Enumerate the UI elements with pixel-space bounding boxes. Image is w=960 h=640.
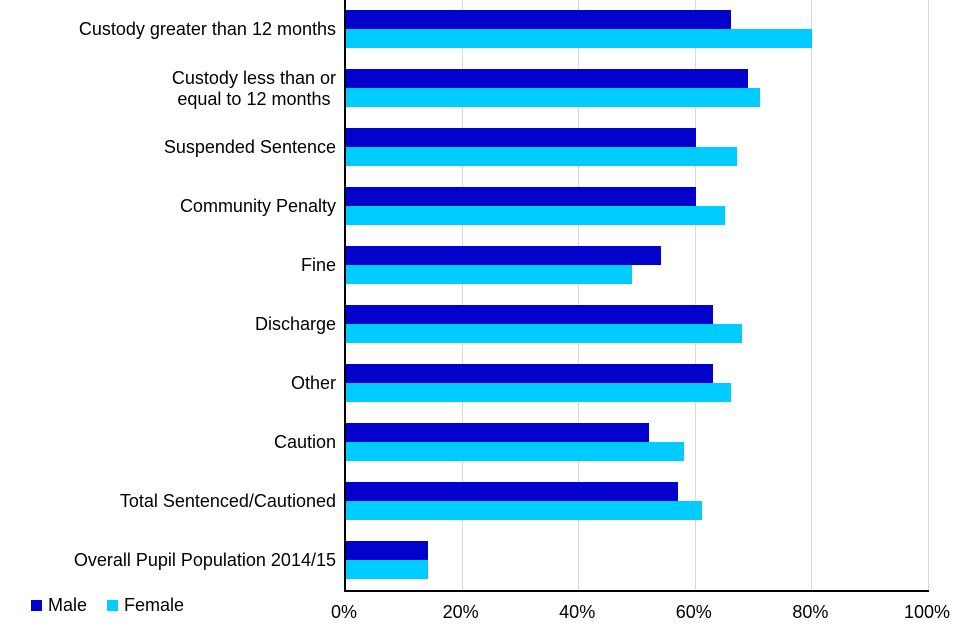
category-label-text: Fine xyxy=(300,255,336,275)
bar-group xyxy=(346,0,929,59)
category-label: Overall Pupil Population 2014/15 xyxy=(0,531,336,590)
category-label: Suspended Sentence xyxy=(0,118,336,177)
bar-female xyxy=(346,265,632,284)
bar-male xyxy=(346,10,731,29)
bar-group xyxy=(346,354,929,413)
category-axis: Custody greater than 12 months Custody le… xyxy=(0,0,336,590)
gridline xyxy=(461,0,463,590)
x-axis: 0% 20% 40% 60% 80% 100% xyxy=(331,602,950,626)
bar-male xyxy=(346,482,679,501)
bar-male xyxy=(346,423,650,442)
bar-group xyxy=(346,59,929,118)
bar-female xyxy=(346,29,813,48)
bar-group xyxy=(346,472,929,531)
category-label-text: Overall Pupil Population 2014/15 xyxy=(73,550,336,570)
x-tick-label: 80% xyxy=(792,602,829,622)
bar-group xyxy=(346,236,929,295)
bar-female xyxy=(346,383,731,402)
legend-swatch-icon xyxy=(31,600,42,611)
bar-group xyxy=(346,413,929,472)
category-label-text: Caution xyxy=(273,432,336,452)
legend-label: Male xyxy=(48,595,88,615)
bar-female xyxy=(346,324,743,343)
category-label: Discharge xyxy=(0,295,336,354)
bar-female xyxy=(346,501,702,520)
x-tick-label: 0% xyxy=(330,602,358,622)
plot-area xyxy=(344,0,929,592)
bar-male xyxy=(346,187,696,206)
legend-swatch-icon xyxy=(107,600,119,611)
x-tick-label: 100% xyxy=(903,602,951,622)
gridline xyxy=(811,0,813,590)
bar-female xyxy=(346,560,428,579)
x-tick-label: 40% xyxy=(559,602,596,622)
legend: Male Female xyxy=(31,595,184,616)
bar-group xyxy=(346,531,929,590)
category-label-text: Discharge xyxy=(254,314,336,334)
category-label-text: Custody greater than 12 months xyxy=(78,19,336,39)
category-label: Caution xyxy=(0,413,336,472)
gridline xyxy=(928,0,929,590)
bar-female xyxy=(346,442,685,461)
category-label-text: Custody less than or equal to 12 months xyxy=(171,67,336,109)
bar-female xyxy=(346,147,737,166)
bar-female xyxy=(346,88,760,107)
category-label: Other xyxy=(0,354,336,413)
legend-item-female: Female xyxy=(107,595,184,616)
category-label-text: Total Sentenced/Cautioned xyxy=(119,491,336,511)
category-label-text: Other xyxy=(290,373,336,393)
category-label: Community Penalty xyxy=(0,177,336,236)
category-label: Total Sentenced/Cautioned xyxy=(0,472,336,531)
bar-male xyxy=(346,541,428,560)
bar-male xyxy=(346,364,714,383)
legend-item-male: Male xyxy=(31,595,87,616)
category-label-text: Community Penalty xyxy=(179,196,336,216)
bar-group xyxy=(346,177,929,236)
bar-group xyxy=(346,118,929,177)
category-label: Custody less than or equal to 12 months xyxy=(0,59,336,118)
gridline xyxy=(694,0,696,590)
bar-male xyxy=(346,246,661,265)
category-label: Fine xyxy=(0,236,336,295)
bar-female xyxy=(346,206,725,225)
bar-group xyxy=(346,295,929,354)
bar-male xyxy=(346,305,714,324)
legend-label: Female xyxy=(124,595,185,615)
category-label-text: Suspended Sentence xyxy=(163,137,336,157)
bar-male xyxy=(346,69,749,88)
x-tick-label: 60% xyxy=(675,602,712,622)
gridline xyxy=(578,0,580,590)
x-tick-label: 20% xyxy=(442,602,479,622)
category-label: Custody greater than 12 months xyxy=(0,0,336,59)
bar-male xyxy=(346,128,696,147)
